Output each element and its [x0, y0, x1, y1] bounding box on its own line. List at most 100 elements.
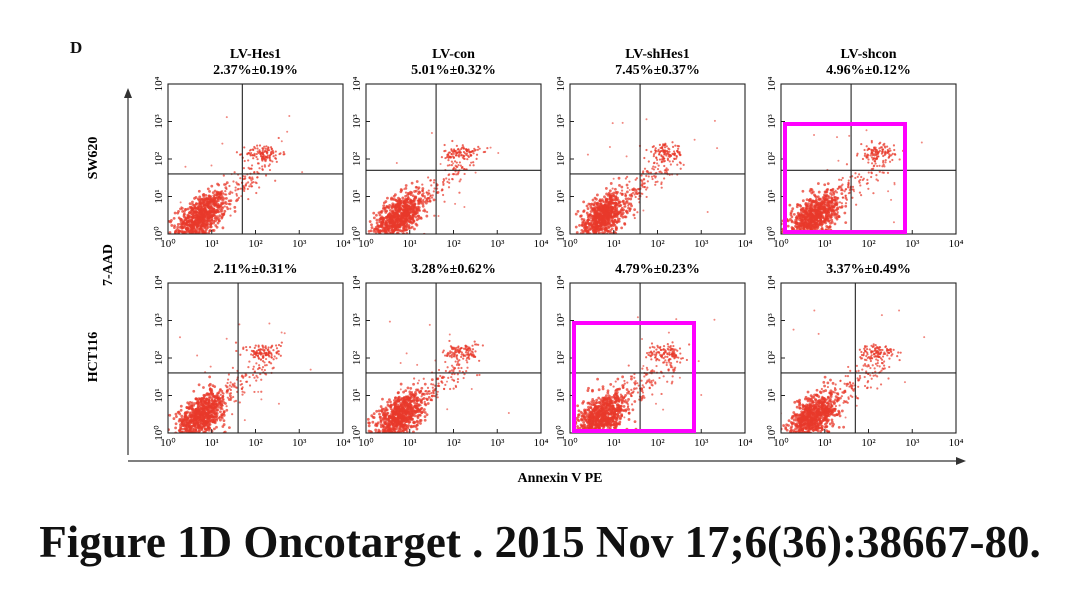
- data-point: [274, 154, 277, 157]
- data-point: [201, 435, 204, 438]
- data-point: [188, 248, 191, 251]
- data-point: [870, 156, 874, 159]
- data-point: [255, 362, 258, 365]
- data-point: [417, 201, 420, 204]
- data-point: [604, 227, 608, 231]
- data-point: [651, 177, 654, 181]
- data-point: [593, 239, 596, 242]
- data-point: [190, 406, 194, 410]
- data-point: [866, 178, 869, 181]
- data-point: [209, 195, 212, 198]
- data-point: [374, 241, 377, 244]
- data-point: [827, 195, 831, 198]
- data-point: [262, 157, 265, 161]
- data-point: [592, 210, 596, 214]
- data-point: [800, 223, 804, 227]
- data-point: [425, 214, 429, 218]
- data-point: [463, 172, 466, 176]
- data-point: [796, 223, 800, 227]
- data-point: [207, 384, 211, 387]
- data-point: [602, 208, 606, 212]
- data-point: [392, 243, 395, 246]
- data-point: [239, 177, 242, 180]
- data-point: [497, 151, 500, 154]
- data-point: [186, 410, 189, 414]
- data-point: [394, 225, 397, 229]
- data-point: [671, 160, 675, 163]
- data-point: [201, 419, 205, 423]
- data-point: [838, 201, 842, 204]
- data-point: [413, 190, 417, 193]
- data-point: [198, 222, 202, 225]
- data-point: [205, 210, 208, 213]
- data-point: [870, 175, 873, 179]
- data-point: [209, 391, 213, 394]
- data-point: [440, 156, 443, 159]
- data-point: [867, 171, 870, 174]
- data-point: [176, 223, 180, 226]
- data-point: [817, 190, 821, 194]
- apoptosis-value: 2.37%±0.19%: [213, 63, 298, 78]
- data-point: [255, 181, 258, 185]
- data-point: [197, 443, 200, 446]
- data-point: [461, 165, 464, 169]
- data-point: [223, 205, 226, 208]
- data-point: [461, 144, 464, 147]
- data-point: [264, 357, 268, 361]
- data-point: [207, 411, 210, 415]
- data-point: [605, 212, 609, 216]
- data-point: [277, 402, 280, 405]
- data-point: [457, 147, 460, 151]
- data-point: [180, 414, 184, 418]
- data-point: [186, 241, 189, 244]
- data-point: [666, 157, 670, 160]
- data-point: [221, 192, 225, 195]
- data-point: [801, 237, 804, 240]
- data-point: [893, 181, 896, 184]
- data-point: [232, 180, 235, 183]
- data-point: [213, 204, 216, 207]
- data-point: [202, 216, 206, 220]
- data-point: [601, 204, 604, 208]
- data-point: [382, 236, 385, 239]
- data-point: [183, 424, 187, 428]
- data-point: [199, 398, 203, 402]
- data-point: [395, 240, 398, 243]
- data-point: [190, 416, 193, 420]
- data-point: [830, 196, 834, 200]
- data-point: [595, 243, 598, 246]
- data-point: [665, 169, 668, 172]
- data-point: [454, 167, 457, 171]
- data-point: [463, 205, 466, 208]
- data-point: [466, 158, 469, 161]
- data-point: [843, 190, 846, 193]
- data-point: [584, 235, 587, 238]
- x-tick-label: 10³: [292, 437, 307, 449]
- data-point: [858, 181, 861, 184]
- data-point: [410, 221, 414, 225]
- data-point: [367, 229, 371, 233]
- data-point: [809, 197, 812, 201]
- data-point: [451, 139, 454, 143]
- data-point: [460, 146, 464, 149]
- data-point: [671, 141, 674, 144]
- data-point: [216, 408, 220, 412]
- data-point: [614, 198, 618, 202]
- data-point: [782, 256, 785, 259]
- data-point: [405, 210, 408, 213]
- data-point: [376, 252, 379, 255]
- data-point: [394, 239, 397, 242]
- data-point: [801, 237, 804, 240]
- data-point: [211, 384, 215, 388]
- data-point: [595, 216, 599, 220]
- data-point: [277, 350, 280, 353]
- data-point: [625, 190, 629, 194]
- data-point: [612, 177, 615, 180]
- data-point: [263, 361, 266, 364]
- data-point: [616, 210, 619, 213]
- data-point: [859, 184, 862, 187]
- data-point: [405, 203, 409, 207]
- data-point: [213, 395, 216, 399]
- data-point: [213, 214, 217, 218]
- data-point: [884, 159, 887, 162]
